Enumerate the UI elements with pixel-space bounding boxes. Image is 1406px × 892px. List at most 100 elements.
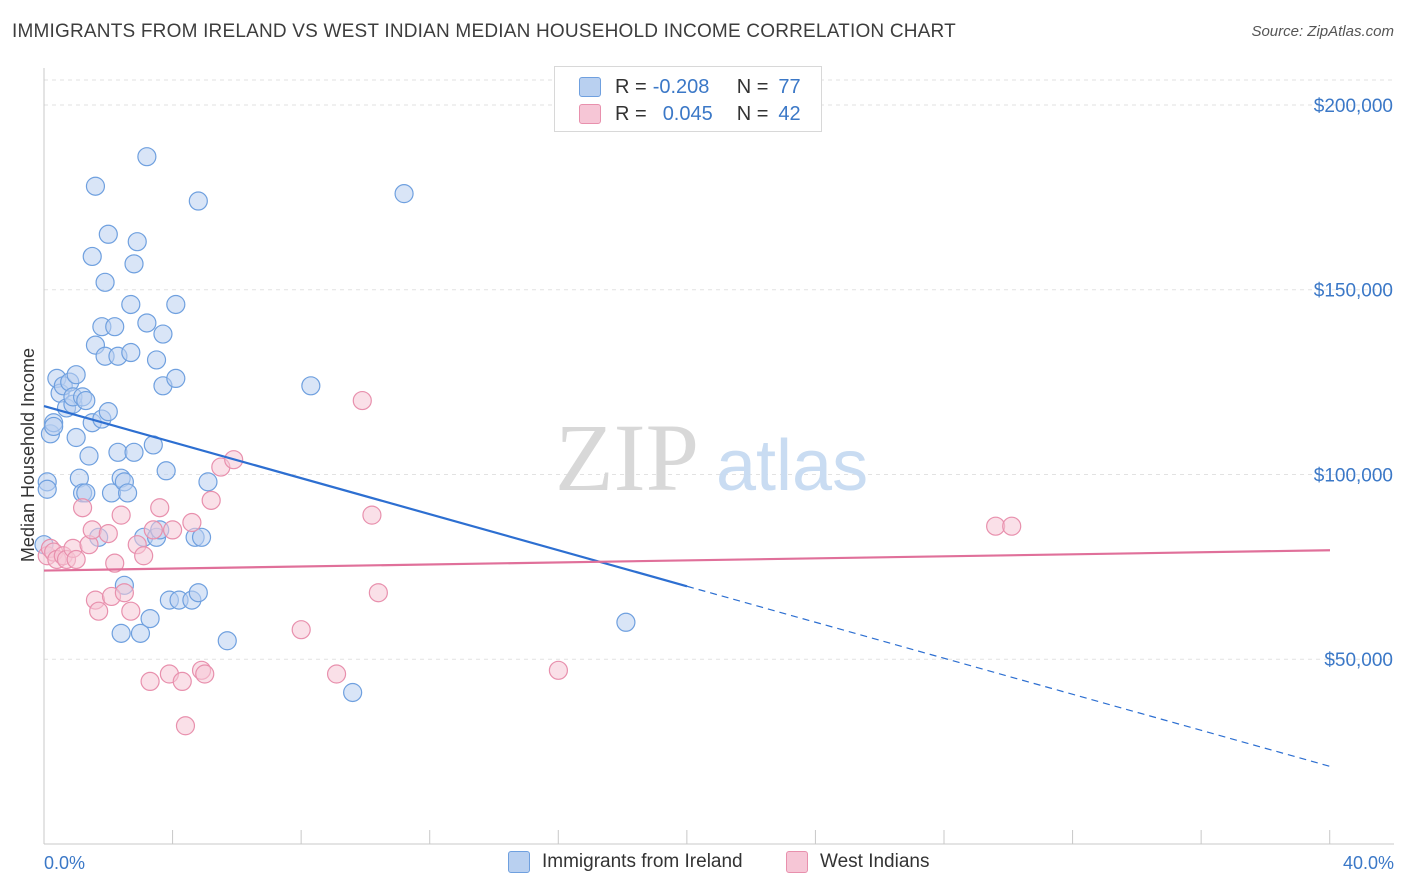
legend-n-value: 42 xyxy=(778,102,801,125)
trendline-ireland xyxy=(43,405,688,588)
point-westindian xyxy=(986,516,1006,536)
point-westindian xyxy=(326,664,347,684)
point-ireland xyxy=(153,324,173,344)
x-tick-max: 40.0% xyxy=(1343,853,1394,873)
legend-n-value: 77 xyxy=(778,75,801,98)
point-ireland xyxy=(188,191,208,211)
series-legend-ireland[interactable]: Immigrants from Ireland xyxy=(508,851,743,873)
y-tick-label: $150,000 xyxy=(1314,281,1393,302)
point-ireland xyxy=(98,224,118,244)
point-westindian xyxy=(195,664,215,684)
point-westindian xyxy=(82,520,102,540)
trendline-westindian xyxy=(43,549,1331,572)
point-ireland xyxy=(111,623,131,643)
point-ireland xyxy=(616,612,636,632)
point-ireland xyxy=(156,461,176,481)
point-westindian xyxy=(89,601,109,621)
trendline-ireland-extension xyxy=(686,585,1331,767)
point-westindian xyxy=(150,498,170,518)
point-westindian xyxy=(362,505,382,525)
point-westindian xyxy=(201,490,221,510)
y-tick-label: $100,000 xyxy=(1314,465,1393,486)
point-westindian xyxy=(163,520,183,540)
series-swatch-westindian xyxy=(786,851,808,873)
legend-row-ireland: R = -0.208 N = 77 xyxy=(579,74,801,100)
point-westindian xyxy=(368,583,388,603)
point-ireland xyxy=(191,527,212,547)
y-tick-labels: $50,000 $100,000 $150,000 $200,000 xyxy=(1314,96,1393,671)
legend-r-label: R = xyxy=(615,102,647,125)
series-westindian-points xyxy=(37,390,1022,736)
point-ireland xyxy=(130,623,151,643)
chart-title: IMMIGRANTS FROM IRELAND VS WEST INDIAN M… xyxy=(12,21,956,42)
watermark-zip: ZIP xyxy=(555,404,699,511)
series-label-westindian: West Indians xyxy=(820,851,930,872)
point-ireland xyxy=(82,246,102,267)
legend-n-label: N = xyxy=(736,102,769,125)
legend-swatch-ireland xyxy=(579,77,601,97)
point-westindian xyxy=(352,390,372,411)
point-westindian xyxy=(548,660,569,680)
point-westindian xyxy=(111,505,131,525)
point-ireland xyxy=(146,350,167,370)
point-ireland xyxy=(66,365,86,385)
gridlines xyxy=(44,79,1394,660)
point-westindian xyxy=(121,601,141,621)
point-ireland xyxy=(166,294,186,315)
series-legend-westindian[interactable]: West Indians xyxy=(786,851,929,873)
point-ireland xyxy=(140,608,160,629)
source-label: Source: ZipAtlas.com xyxy=(1251,23,1394,40)
point-ireland xyxy=(37,479,57,499)
point-ireland xyxy=(137,313,157,333)
legend-swatch-westindian xyxy=(579,104,601,124)
legend-n-label: N = xyxy=(736,75,769,98)
point-ireland xyxy=(121,342,141,363)
point-westindian xyxy=(66,549,86,570)
legend-r-value: -0.208 xyxy=(652,75,710,98)
point-ireland xyxy=(188,583,208,603)
point-ireland xyxy=(76,390,96,411)
axes xyxy=(43,68,1394,845)
point-westindian xyxy=(134,546,154,566)
point-ireland xyxy=(166,368,186,388)
point-ireland xyxy=(301,376,321,396)
point-westindian xyxy=(98,523,118,544)
point-ireland xyxy=(121,294,141,315)
y-tick-label: $50,000 xyxy=(1324,650,1393,671)
series-swatch-ireland xyxy=(508,851,530,873)
legend-row-westindian: R = 0.045 N = 42 xyxy=(579,101,801,127)
series-label-ireland: Immigrants from Ireland xyxy=(542,851,743,872)
y-tick-label: $200,000 xyxy=(1314,96,1393,117)
point-ireland xyxy=(105,317,125,337)
trendlines xyxy=(43,405,1331,767)
point-westindian xyxy=(1002,516,1022,536)
point-ireland xyxy=(124,442,144,462)
point-ireland xyxy=(394,184,414,204)
point-ireland xyxy=(44,416,64,437)
point-ireland xyxy=(217,631,237,651)
point-westindian xyxy=(72,498,93,518)
point-westindian xyxy=(175,716,196,736)
legend-r-label: R = xyxy=(615,75,647,98)
series-legend: Immigrants from Ireland West Indians xyxy=(0,851,1406,877)
point-ireland xyxy=(117,483,138,503)
legend-r-value: 0.045 xyxy=(662,102,713,125)
point-ireland xyxy=(127,232,147,252)
point-ireland xyxy=(124,254,144,274)
point-ireland xyxy=(198,472,218,492)
watermark-atlas: atlas xyxy=(716,426,868,506)
point-ireland xyxy=(79,446,99,466)
correlation-legend: R = -0.208 N = 77 R = 0.045 N = 42 xyxy=(554,66,822,132)
point-ireland xyxy=(137,147,157,167)
point-ireland xyxy=(98,402,118,422)
point-ireland xyxy=(108,442,128,462)
y-axis-label: Median Household Income xyxy=(18,348,38,562)
point-westindian xyxy=(182,512,202,533)
point-westindian xyxy=(143,520,163,540)
point-ireland xyxy=(95,272,115,292)
point-westindian xyxy=(105,553,125,573)
point-ireland xyxy=(343,682,363,703)
x-tick-min: 0.0% xyxy=(44,853,85,873)
point-westindian xyxy=(114,583,134,603)
